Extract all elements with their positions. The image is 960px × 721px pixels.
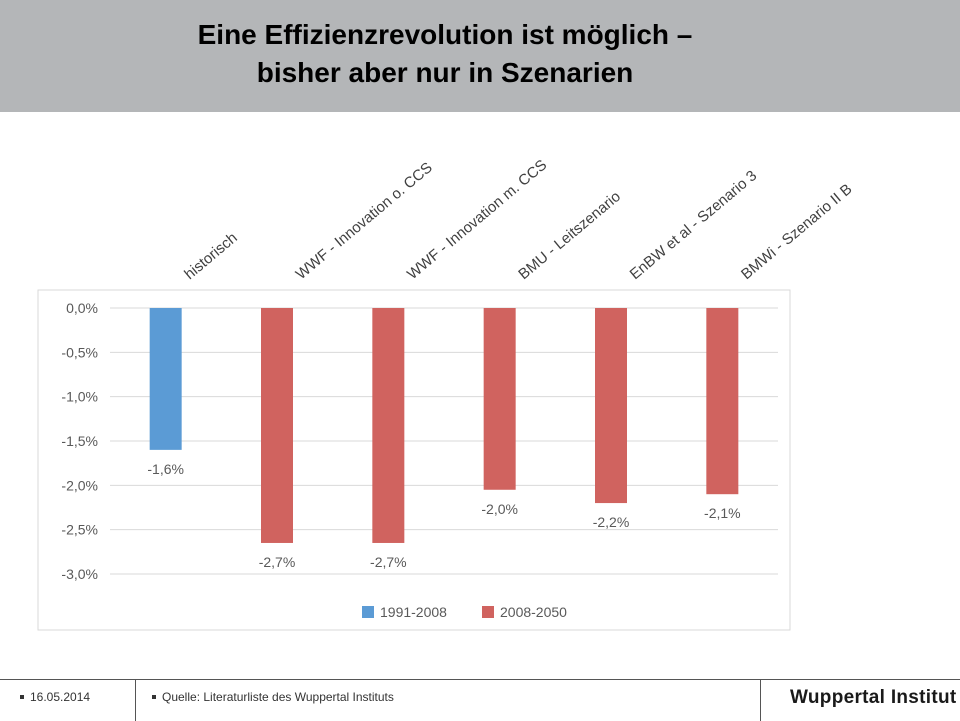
slide-title-line-2: bisher aber nur in Szenarien <box>256 57 634 88</box>
bar <box>706 308 739 495</box>
footer-source-text: Quelle: Literaturliste des Wuppertal Ins… <box>162 690 394 704</box>
bar <box>595 308 627 504</box>
legend-swatch <box>482 606 494 618</box>
category-label: BMWi - Szenario II B <box>738 181 856 284</box>
y-tick-label: -1,0% <box>61 389 98 405</box>
category-label: EnBW et al - Szenario 3 <box>627 167 761 283</box>
legend-swatch <box>362 606 374 618</box>
category-label: historisch <box>181 229 240 283</box>
bar <box>483 308 516 490</box>
footer-date: 16.05.2014 <box>20 690 90 704</box>
legend-label: 2008-2050 <box>500 604 567 620</box>
y-tick-label: -3,0% <box>61 566 98 582</box>
title-bar: Eine Effizienzrevolution ist möglich – b… <box>0 0 960 112</box>
slide-title-line-1: Eine Effizienzrevolution ist möglich – <box>197 19 693 50</box>
bullet-icon <box>152 694 156 699</box>
data-label: -2,2% <box>593 514 630 530</box>
footer-divider <box>760 680 761 721</box>
footer-date-text: 16.05.2014 <box>30 690 91 704</box>
data-label: -2,7% <box>370 554 407 570</box>
y-tick-label: -2,0% <box>61 477 98 493</box>
bar <box>372 308 405 543</box>
slide-title: Eine Effizienzrevolution ist möglich – b… <box>0 16 890 92</box>
bar <box>261 308 293 543</box>
y-tick-label: 0,0% <box>66 300 98 316</box>
legend-label: 1991-2008 <box>380 604 447 620</box>
bullet-icon <box>20 694 24 699</box>
wuppertal-logo: Wuppertal Institut <box>790 687 957 708</box>
data-label: -2,0% <box>481 501 518 517</box>
y-tick-label: -2,5% <box>61 522 98 538</box>
footer-source: Quelle: Literaturliste des Wuppertal Ins… <box>152 690 394 704</box>
bar <box>149 308 182 450</box>
y-tick-label: -1,5% <box>61 433 98 449</box>
data-label: -2,1% <box>704 505 741 521</box>
data-label: -2,7% <box>259 554 296 570</box>
footer-divider <box>135 680 136 721</box>
category-label: BMU - Leitszenario <box>515 188 624 283</box>
chart: 0,0% -0,5% -1,0% -1,5% -2,0% -2,5% -3,0% -1,6% h… <box>37 156 856 631</box>
y-tick-label: -0,5% <box>61 344 98 360</box>
footer: 16.05.2014 Quelle: Literaturliste des Wu… <box>0 679 960 721</box>
data-label: -1,6% <box>147 461 184 477</box>
